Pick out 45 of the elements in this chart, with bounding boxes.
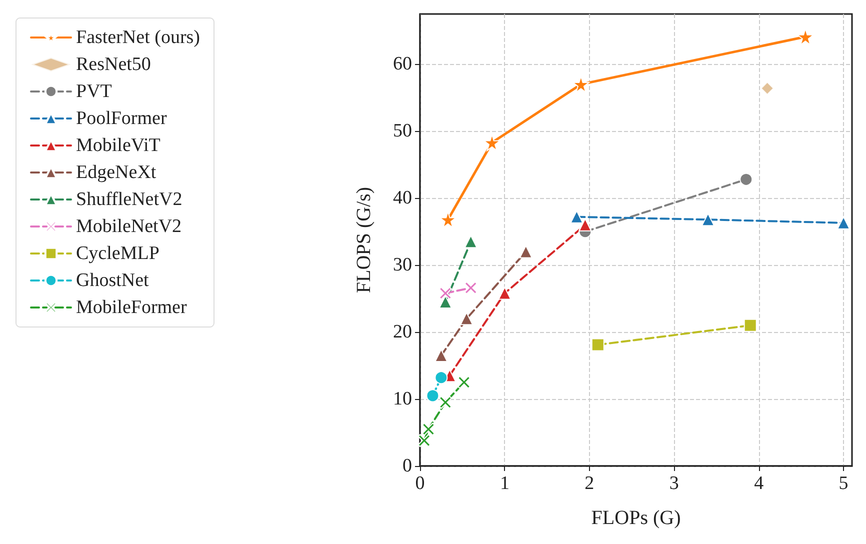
x-tick-label: 3 [669, 473, 679, 494]
point [519, 245, 532, 258]
point [460, 312, 474, 326]
legend-label: PoolFormer [76, 108, 168, 129]
x-tick-label: 0 [415, 473, 425, 494]
y-axis-title: FLOPS (G/s) [353, 186, 375, 294]
point [498, 286, 512, 300]
point [434, 371, 448, 384]
legend-label: MobileFormer [76, 297, 188, 318]
x-tick-label: 1 [500, 473, 510, 494]
point [837, 216, 850, 230]
point [438, 396, 452, 409]
legend-label: PVT [76, 81, 112, 102]
legend-label: EdgeNeXt [76, 162, 157, 183]
x-tick-label: 2 [584, 473, 594, 494]
legend-label: MobileViT [76, 135, 161, 156]
x-tick-label: 5 [838, 473, 848, 494]
legend-label: ShuffleNetV2 [76, 189, 182, 210]
point [702, 213, 714, 226]
y-tick-label: 10 [393, 388, 412, 410]
point [570, 210, 584, 224]
point [760, 82, 774, 95]
point [458, 376, 471, 389]
x-axis-title: FLOPs (G) [591, 507, 681, 529]
point [418, 434, 431, 448]
y-tick-label: 50 [393, 120, 412, 142]
y-tick-label: 60 [393, 54, 412, 75]
point [744, 318, 757, 332]
point [422, 422, 435, 436]
point [591, 338, 604, 352]
y-tick-label: 20 [393, 322, 412, 343]
x-tick-label: 4 [754, 473, 764, 494]
point [578, 218, 592, 232]
y-tick-label: 40 [393, 188, 412, 209]
legend-label: GhostNet [76, 270, 150, 291]
legend-label: CycleMLP [76, 243, 160, 264]
y-tick-label: 30 [393, 254, 412, 276]
legend-label: ResNet50 [76, 54, 151, 75]
point [434, 349, 448, 362]
legend-label: MobileNetV2 [76, 216, 182, 237]
point [740, 172, 753, 186]
legend-label: FasterNet (ours) [76, 27, 200, 48]
point [426, 389, 440, 402]
point [464, 281, 478, 294]
y-tick-label: 0 [402, 456, 412, 476]
